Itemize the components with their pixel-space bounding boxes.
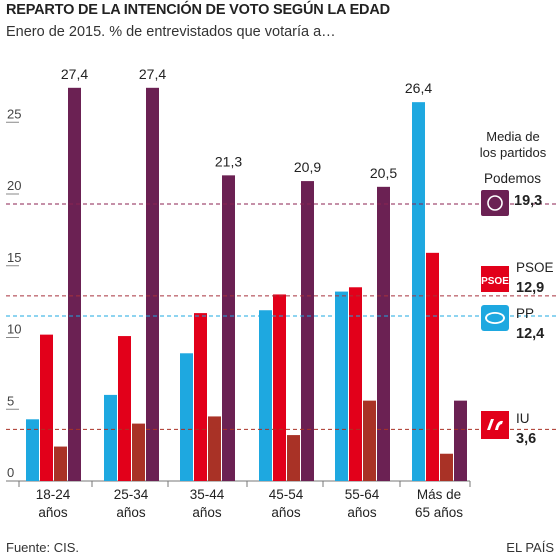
bar-iu-0 bbox=[54, 446, 67, 481]
bar-pp-5 bbox=[412, 102, 425, 481]
bar-podemos-5 bbox=[454, 400, 467, 481]
data-label: 20,5 bbox=[370, 165, 397, 181]
brand-logo: EL PAÍS bbox=[506, 540, 554, 555]
averages-header: los partidos bbox=[480, 145, 547, 160]
legend-name-psoe: PSOE bbox=[516, 260, 554, 275]
averages-header: Media de bbox=[486, 129, 539, 144]
y-tick-label: 15 bbox=[7, 250, 21, 265]
podemos-circle-icon-ring bbox=[487, 195, 503, 211]
legend-value-iu: 3,6 bbox=[516, 431, 536, 447]
category-label: 55-64 bbox=[345, 487, 380, 502]
bar-psoe-2 bbox=[194, 313, 207, 481]
bar-iu-2 bbox=[208, 416, 221, 481]
iu-logo-icon-mark bbox=[487, 419, 503, 430]
psoe-logo-icon-text: PSOE bbox=[481, 276, 509, 287]
iu-logo-icon bbox=[481, 411, 509, 439]
bar-psoe-1 bbox=[118, 336, 131, 481]
category-label: años bbox=[192, 505, 222, 520]
data-label: 26,4 bbox=[405, 80, 432, 96]
category-label: años bbox=[116, 505, 146, 520]
y-tick-label: 0 bbox=[7, 465, 14, 480]
legend-value-podemos: 19,3 bbox=[514, 193, 542, 209]
category-label: 45-54 bbox=[269, 487, 304, 502]
category-label: 35-44 bbox=[190, 487, 225, 502]
bar-psoe-4 bbox=[349, 287, 362, 481]
chart-subtitle: Enero de 2015. % de entrevistados que vo… bbox=[6, 24, 336, 40]
psoe-logo-icon bbox=[481, 266, 509, 292]
y-tick-label: 5 bbox=[7, 393, 14, 408]
bar-podemos-0 bbox=[68, 87, 81, 481]
legend-name-pp: PP bbox=[516, 306, 534, 321]
legend-value-psoe: 12,9 bbox=[516, 280, 544, 296]
category-label: Más de bbox=[417, 487, 461, 502]
bar-pp-4 bbox=[335, 291, 348, 481]
legend-name-podemos: Podemos bbox=[484, 171, 541, 186]
bar-psoe-3 bbox=[273, 294, 286, 481]
legend-value-pp: 12,4 bbox=[516, 326, 544, 342]
data-label: 21,3 bbox=[215, 153, 242, 169]
y-tick-label: 10 bbox=[7, 322, 21, 337]
bar-pp-2 bbox=[180, 353, 193, 481]
bar-iu-5 bbox=[440, 453, 453, 481]
legend-name-iu: IU bbox=[516, 411, 530, 426]
bar-podemos-2 bbox=[222, 175, 235, 481]
y-tick-label: 20 bbox=[7, 178, 21, 193]
y-tick-label: 25 bbox=[7, 106, 21, 121]
data-label: 27,4 bbox=[139, 66, 166, 82]
bar-podemos-1 bbox=[146, 87, 159, 481]
chart-title: REPARTO DE LA INTENCIÓN DE VOTO SEGÚN LA… bbox=[6, 2, 390, 18]
bar-iu-4 bbox=[363, 400, 376, 481]
bar-psoe-5 bbox=[426, 252, 439, 481]
bar-iu-1 bbox=[132, 423, 145, 481]
category-label: años bbox=[38, 505, 68, 520]
podemos-circle-icon bbox=[481, 190, 509, 216]
bar-podemos-4 bbox=[377, 186, 390, 481]
bar-iu-3 bbox=[287, 435, 300, 481]
bar-pp-0 bbox=[26, 419, 39, 481]
category-label: 18-24 bbox=[36, 487, 71, 502]
category-label: 65 años bbox=[415, 505, 463, 520]
source-note: Fuente: CIS. bbox=[6, 540, 79, 555]
category-label: años bbox=[347, 505, 377, 520]
pp-logo-icon-inner bbox=[487, 313, 503, 323]
bar-pp-1 bbox=[104, 394, 117, 481]
bar-pp-3 bbox=[259, 310, 272, 481]
category-label: 25-34 bbox=[114, 487, 149, 502]
data-label: 20,9 bbox=[294, 159, 321, 175]
data-label: 27,4 bbox=[61, 66, 88, 82]
category-label: años bbox=[271, 505, 301, 520]
bar-psoe-0 bbox=[40, 334, 53, 481]
bar-podemos-3 bbox=[301, 181, 314, 481]
